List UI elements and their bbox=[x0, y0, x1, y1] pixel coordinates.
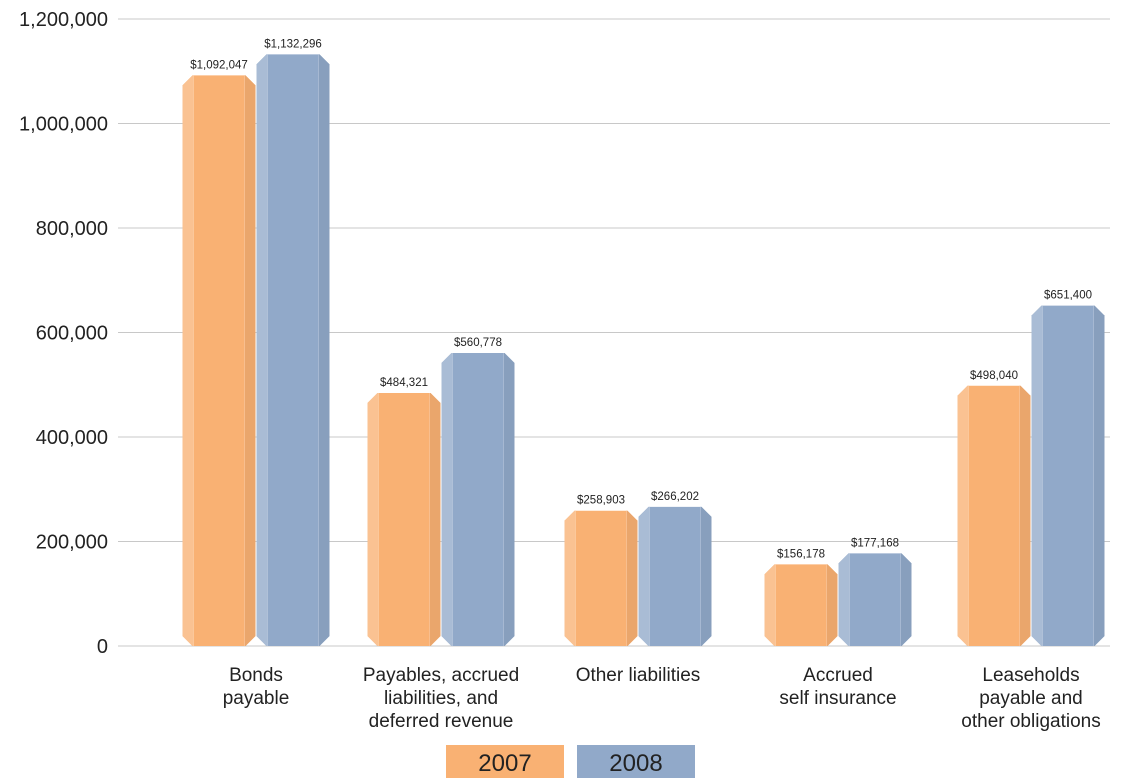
data-label: $498,040 bbox=[970, 370, 1018, 382]
data-label: $177,168 bbox=[851, 537, 899, 549]
category-label-line: Bonds bbox=[229, 665, 283, 686]
category-label: Payables, accrued liabilities, and deferre… bbox=[363, 665, 519, 732]
bar-right-facet bbox=[826, 564, 838, 646]
category-label-line: payable bbox=[223, 688, 290, 709]
bar-left-facet bbox=[838, 553, 850, 646]
y-tick-label: 400,000 bbox=[36, 427, 108, 449]
y-tick-label: 200,000 bbox=[36, 532, 108, 554]
category-label: Leaseholds payable and other obligations bbox=[961, 665, 1100, 732]
legend: 2007 2008 bbox=[446, 745, 695, 778]
bar-left-facet bbox=[957, 385, 969, 646]
y-tick-label: 600,000 bbox=[36, 323, 108, 345]
data-label: $1,092,047 bbox=[190, 59, 248, 71]
y-tick-label: 800,000 bbox=[36, 218, 108, 240]
bar-right-facet bbox=[626, 510, 638, 646]
bar-right-facet bbox=[503, 352, 515, 646]
y-axis-tick-labels: 0 200,000 400,000 600,000 800,000 1,000,000 1,… bbox=[19, 9, 108, 658]
y-tick-label: 0 bbox=[97, 636, 108, 658]
bar-right-facet bbox=[1093, 305, 1105, 646]
bar-right-facet bbox=[429, 392, 441, 646]
bar-right-facet bbox=[700, 506, 712, 646]
data-label: $266,202 bbox=[651, 491, 699, 503]
legend-item-2007: 2007 bbox=[446, 745, 564, 778]
category-label-line: Other liabilities bbox=[576, 665, 701, 686]
legend-label: 2008 bbox=[609, 750, 662, 777]
y-tick-label: 1,200,000 bbox=[19, 9, 108, 31]
category-label: Bonds payable bbox=[223, 665, 290, 709]
bar-2008-4 bbox=[1031, 305, 1105, 646]
bar-body bbox=[638, 506, 712, 646]
bars bbox=[182, 54, 1105, 646]
category-label: Other liabilities bbox=[576, 665, 701, 686]
bar-left-facet bbox=[564, 510, 576, 646]
category-label-line: Accrued bbox=[803, 665, 873, 686]
bar-left-facet bbox=[182, 75, 194, 646]
category-label: Accrued self insurance bbox=[779, 665, 896, 709]
bar-right-facet bbox=[318, 54, 330, 646]
bar-left-facet bbox=[441, 352, 453, 646]
bar-left-facet bbox=[638, 506, 650, 646]
bar-body bbox=[182, 75, 256, 646]
legend-item-2008: 2008 bbox=[577, 745, 695, 778]
bar-2007-0 bbox=[182, 75, 256, 646]
category-label-line: liabilities, and bbox=[384, 688, 498, 709]
bar-2008-0 bbox=[256, 54, 330, 646]
data-label: $156,178 bbox=[777, 548, 825, 560]
bar-2008-1 bbox=[441, 352, 515, 646]
bar-right-facet bbox=[1019, 385, 1031, 646]
category-label-line: payable and bbox=[979, 688, 1083, 709]
bar-body bbox=[367, 392, 441, 646]
data-label: $484,321 bbox=[380, 377, 428, 389]
bar-body bbox=[838, 553, 912, 646]
category-label-line: deferred revenue bbox=[369, 711, 514, 732]
category-label-line: other obligations bbox=[961, 711, 1100, 732]
bar-2007-4 bbox=[957, 385, 1031, 646]
bar-2008-2 bbox=[638, 506, 712, 646]
bar-left-facet bbox=[367, 392, 379, 646]
bar-right-facet bbox=[244, 75, 256, 646]
bar-body bbox=[441, 352, 515, 646]
bar-left-facet bbox=[1031, 305, 1043, 646]
bar-2008-3 bbox=[838, 553, 912, 646]
data-labels: $1,092,047 $484,321 $258,903 $156,178 $498,0… bbox=[190, 38, 1092, 560]
bar-body bbox=[1031, 305, 1105, 646]
x-axis-category-labels: Bonds payable Payables, accrued liabilities… bbox=[223, 665, 1101, 732]
bar-body bbox=[256, 54, 330, 646]
data-label: $560,778 bbox=[454, 337, 502, 349]
legend-swatch bbox=[577, 745, 695, 778]
y-tick-label: 1,000,000 bbox=[19, 114, 108, 136]
legend-label: 2007 bbox=[478, 750, 531, 777]
bar-2007-1 bbox=[367, 392, 441, 646]
bar-body bbox=[957, 385, 1031, 646]
bar-2007-2 bbox=[564, 510, 638, 646]
bar-left-facet bbox=[764, 564, 776, 646]
legend-swatch bbox=[446, 745, 564, 778]
data-label: $651,400 bbox=[1044, 290, 1092, 302]
bar-body bbox=[564, 510, 638, 646]
category-label-line: self insurance bbox=[779, 688, 896, 709]
bar-body bbox=[764, 564, 838, 646]
data-label: $1,132,296 bbox=[264, 38, 322, 50]
category-label-line: Payables, accrued bbox=[363, 665, 519, 686]
bar-left-facet bbox=[256, 54, 268, 646]
data-label: $258,903 bbox=[577, 495, 625, 507]
bar-right-facet bbox=[900, 553, 912, 646]
category-label-line: Leaseholds bbox=[982, 665, 1079, 686]
bar-2007-3 bbox=[764, 564, 838, 646]
